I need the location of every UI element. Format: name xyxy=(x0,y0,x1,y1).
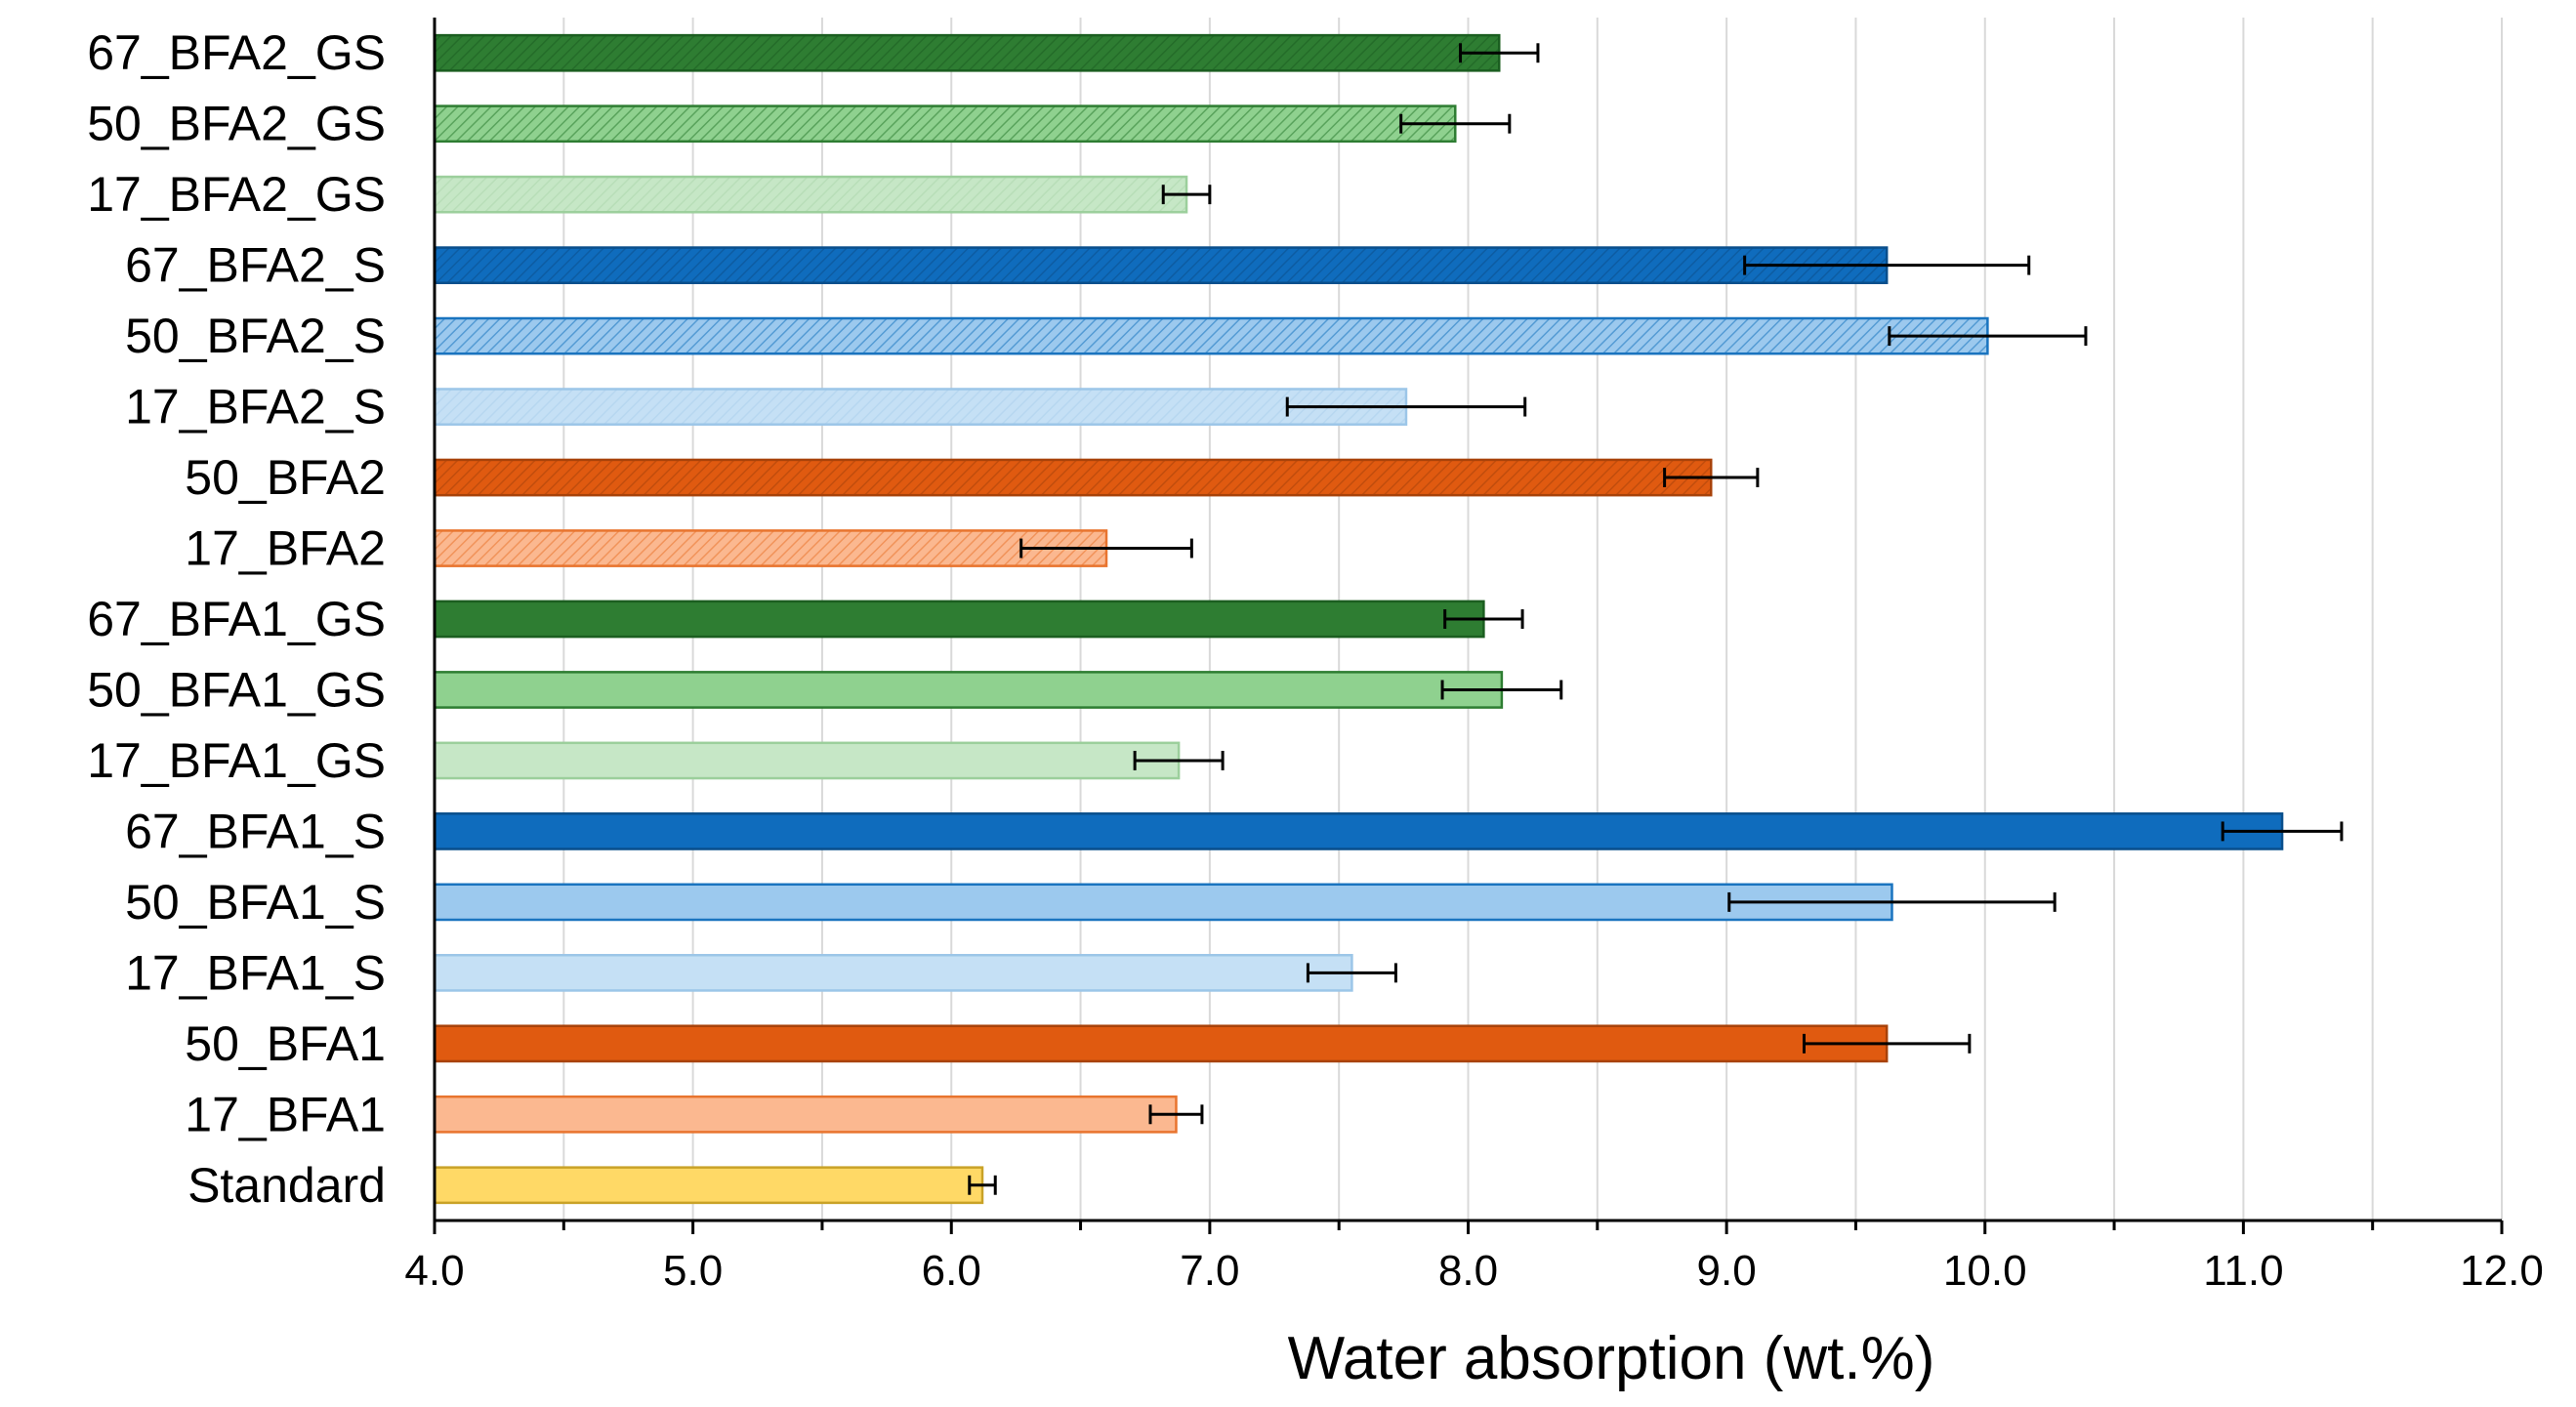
x-tick-label: 6.0 xyxy=(922,1247,981,1295)
bar-17-bfa1-gs xyxy=(433,741,1181,780)
error-bar-50-bfa2-s xyxy=(1888,326,2088,347)
x-tick-labels: 4.0 5.0 6.0 7.0 8.0 9.0 10.0 11.0 12.0 xyxy=(404,1247,2543,1295)
bar-standard xyxy=(433,1166,984,1205)
bar-17-bfa2-s xyxy=(433,388,1408,426)
category-labels: 67_BFA2_GS 50_BFA2_GS 17_BFA2_GS 67_BFA2_S 5… xyxy=(87,25,386,1213)
bar-17-bfa1-s xyxy=(433,953,1353,992)
bar-50-bfa1 xyxy=(433,1024,1889,1063)
category-label-50-bfa2-gs: 50_BFA2_GS xyxy=(87,97,386,151)
category-label-50-bfa1-s: 50_BFA1_S xyxy=(125,875,386,930)
x-tick-label: 10.0 xyxy=(1943,1247,2027,1295)
bars xyxy=(433,33,2284,1205)
x-tick-label: 8.0 xyxy=(1438,1247,1498,1295)
bar-50-bfa1-s xyxy=(433,883,1893,922)
error-bar-67-bfa1-s xyxy=(2221,821,2344,842)
x-axis-title: Water absorption (wt.%) xyxy=(1288,1325,1935,1392)
category-label-17-bfa1-gs: 17_BFA1_GS xyxy=(87,733,386,788)
bar-50-bfa1-gs xyxy=(433,671,1504,709)
category-label-50-bfa2-s: 50_BFA2_S xyxy=(125,309,386,363)
bar-17-bfa2-gs xyxy=(433,175,1188,214)
category-label-67-bfa2-gs: 67_BFA2_GS xyxy=(87,25,386,80)
error-bar-50-bfa2-gs xyxy=(1399,113,1512,134)
x-tick-label: 9.0 xyxy=(1697,1247,1757,1295)
bar-67-bfa1-s xyxy=(433,812,2284,850)
error-bar-50-bfa1-s xyxy=(1727,891,2057,912)
x-tick-label: 4.0 xyxy=(404,1247,464,1295)
error-bar-50-bfa2 xyxy=(1663,468,1760,488)
error-bars xyxy=(968,43,2344,1195)
error-bar-67-bfa1-gs xyxy=(1443,609,1524,629)
category-label-67-bfa1-gs: 67_BFA1_GS xyxy=(87,592,386,646)
category-label-50-bfa1: 50_BFA1 xyxy=(185,1016,386,1071)
error-bar-17-bfa1-gs xyxy=(1133,750,1225,770)
x-tick-label: 12.0 xyxy=(2460,1247,2544,1295)
error-bar-17-bfa2-gs xyxy=(1161,185,1212,205)
category-label-50-bfa2: 50_BFA2 xyxy=(185,450,386,505)
axes xyxy=(433,18,2504,1234)
category-label-17-bfa2-gs: 17_BFA2_GS xyxy=(87,167,386,222)
category-label-67-bfa2-s: 67_BFA2_S xyxy=(125,238,386,293)
error-bar-50-bfa1-gs xyxy=(1440,680,1563,700)
bar-50-bfa2 xyxy=(433,458,1713,497)
bar-67-bfa2-s xyxy=(433,246,1889,285)
x-tick-label: 7.0 xyxy=(1180,1247,1239,1295)
error-bar-17-bfa1 xyxy=(1148,1104,1204,1125)
bar-17-bfa1 xyxy=(433,1095,1178,1134)
category-label-17-bfa1-s: 17_BFA1_S xyxy=(125,945,386,1000)
bar-67-bfa1-gs xyxy=(433,600,1485,639)
error-bar-standard xyxy=(968,1175,997,1195)
error-bar-50-bfa1 xyxy=(1803,1033,1972,1054)
bar-50-bfa2-gs xyxy=(433,104,1457,144)
category-label-standard: Standard xyxy=(187,1158,386,1213)
error-bar-17-bfa1-s xyxy=(1306,963,1397,983)
error-bar-17-bfa2 xyxy=(1019,538,1193,559)
category-label-67-bfa1-s: 67_BFA1_S xyxy=(125,804,386,858)
category-label-17-bfa2: 17_BFA2 xyxy=(185,521,386,576)
error-bar-67-bfa2-gs xyxy=(1459,43,1540,63)
error-bar-17-bfa2-s xyxy=(1285,396,1527,417)
x-tick-label: 5.0 xyxy=(663,1247,723,1295)
error-bar-67-bfa2-s xyxy=(1743,255,2031,275)
category-label-17-bfa1: 17_BFA1 xyxy=(185,1087,386,1141)
bar-67-bfa2-gs xyxy=(433,33,1501,72)
bar-17-bfa2 xyxy=(433,529,1108,567)
category-label-50-bfa1-gs: 50_BFA1_GS xyxy=(87,662,386,717)
x-tick-label: 11.0 xyxy=(2203,1247,2283,1295)
category-label-17-bfa2-s: 17_BFA2_S xyxy=(125,380,386,435)
bar-50-bfa2-s xyxy=(433,316,1989,355)
